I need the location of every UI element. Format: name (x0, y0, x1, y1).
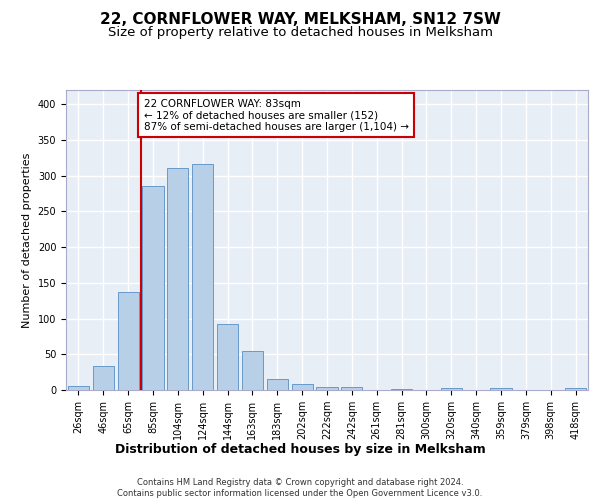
Text: Distribution of detached houses by size in Melksham: Distribution of detached houses by size … (115, 442, 485, 456)
Y-axis label: Number of detached properties: Number of detached properties (22, 152, 32, 328)
Bar (341, 387, 362, 390)
Bar (316, 387, 338, 390)
Text: 22 CORNFLOWER WAY: 83sqm
← 12% of detached houses are smaller (152)
87% of semi-: 22 CORNFLOWER WAY: 83sqm ← 12% of detach… (143, 98, 409, 132)
Bar (217, 324, 238, 390)
Bar (490, 388, 512, 390)
Bar (167, 168, 188, 390)
Bar (68, 386, 89, 390)
Bar (441, 388, 462, 390)
Bar (118, 292, 139, 390)
Bar (142, 186, 164, 390)
Text: 22, CORNFLOWER WAY, MELKSHAM, SN12 7SW: 22, CORNFLOWER WAY, MELKSHAM, SN12 7SW (100, 12, 500, 28)
Bar (267, 378, 288, 390)
Bar (292, 384, 313, 390)
Text: Size of property relative to detached houses in Melksham: Size of property relative to detached ho… (107, 26, 493, 39)
Bar (93, 366, 114, 390)
Bar (192, 164, 213, 390)
Bar (242, 352, 263, 390)
Bar (565, 388, 586, 390)
Bar (391, 388, 412, 390)
Text: Contains HM Land Registry data © Crown copyright and database right 2024.
Contai: Contains HM Land Registry data © Crown c… (118, 478, 482, 498)
